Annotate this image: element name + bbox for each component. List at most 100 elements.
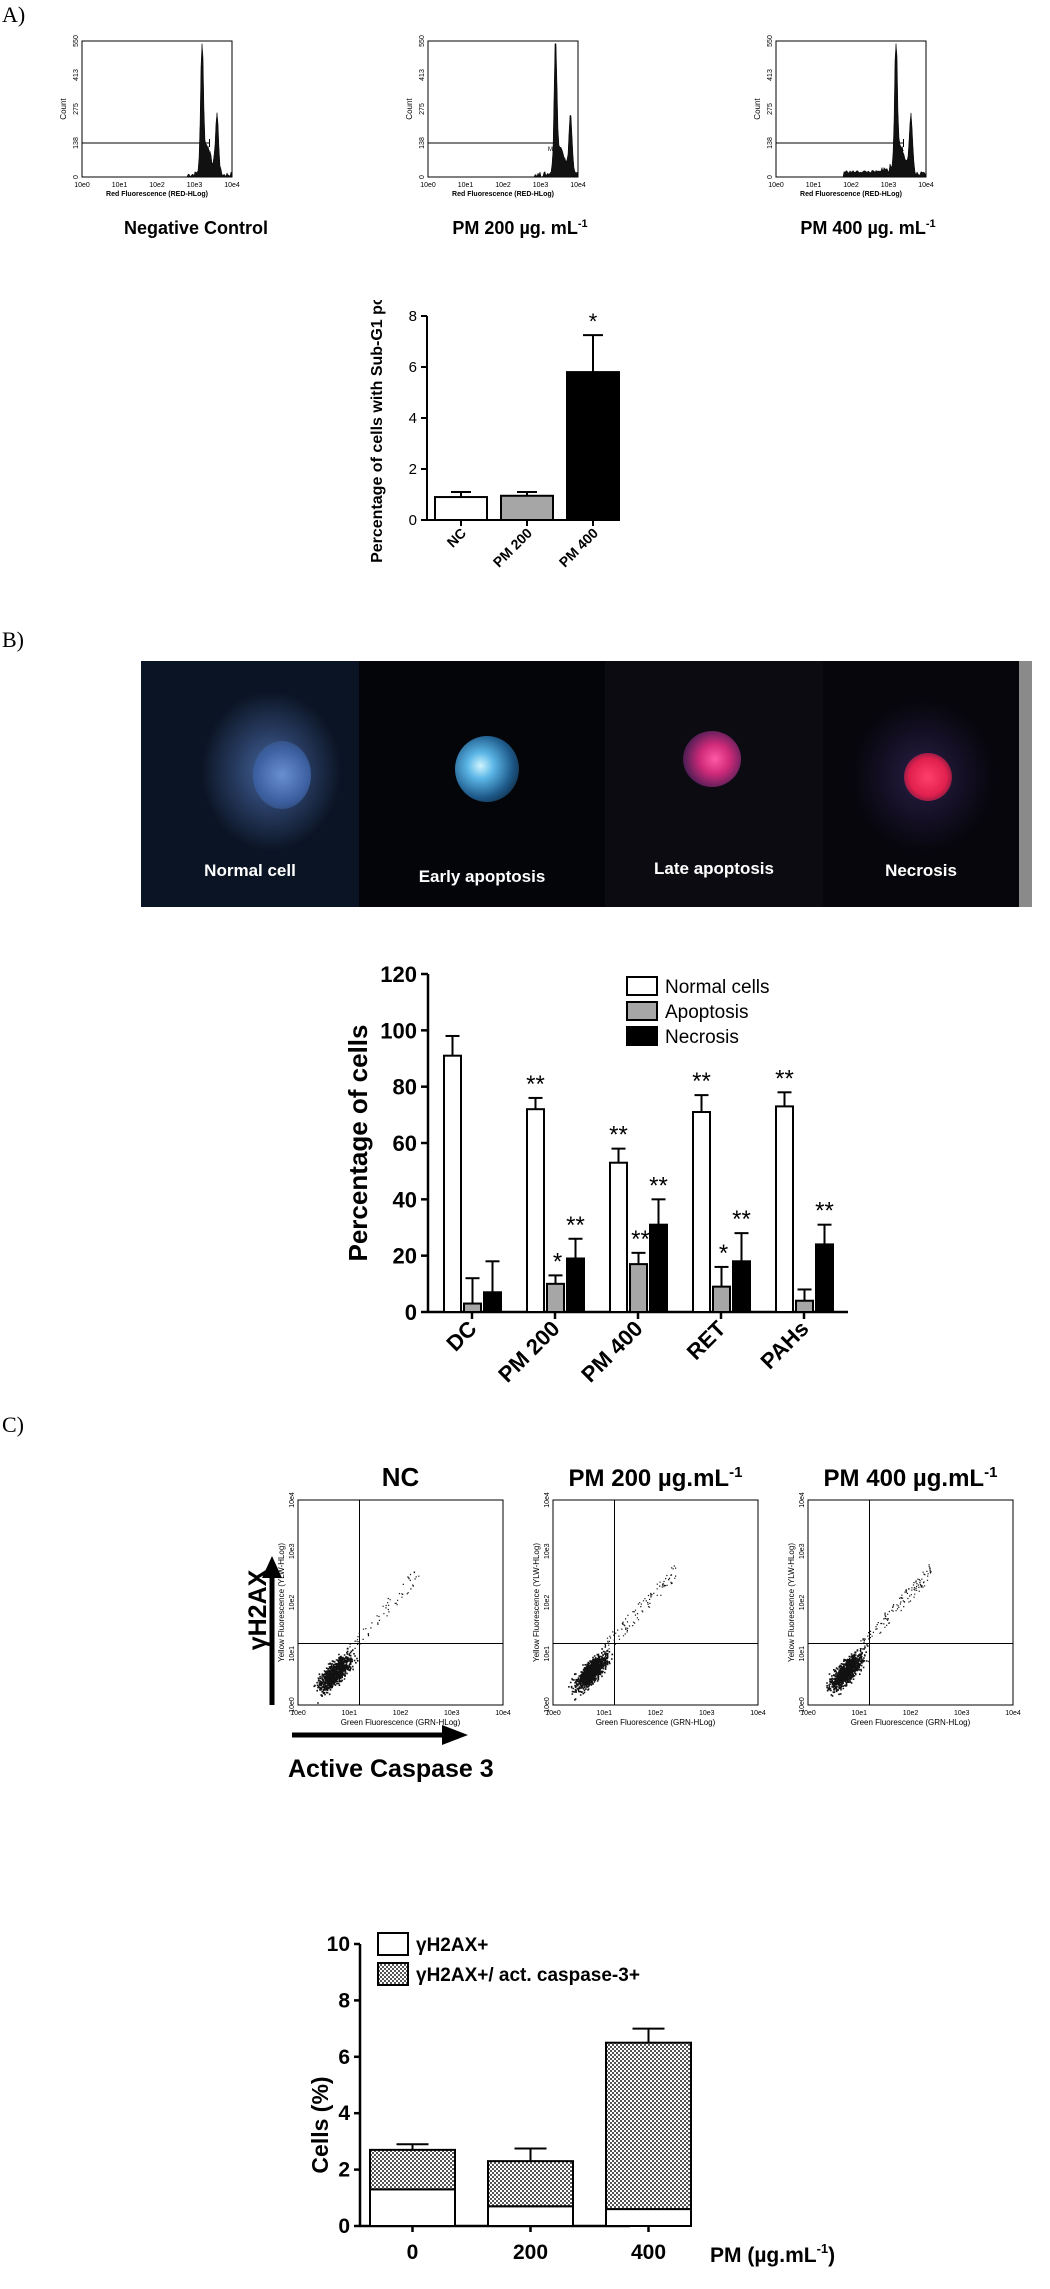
histogram-caption-pm200: PM 200 µg. mL-1: [405, 218, 635, 239]
x-arrow-label: Active Caspase 3: [288, 1755, 494, 1783]
x-tick-label: DC: [441, 1316, 481, 1356]
scatter-x-tick: 10e1: [851, 1710, 867, 1717]
bar-necrosis: [815, 1243, 834, 1313]
histogram-x-tick: 10e3: [881, 182, 897, 189]
cell-label-late-apoptosis: Late apoptosis: [654, 859, 774, 878]
scatter-y-tick: 10e2: [799, 1595, 806, 1611]
panel-label-a: A): [2, 2, 26, 27]
bar-normal-cells: [692, 1111, 711, 1313]
bar-apoptosis: [795, 1299, 814, 1314]
scatter-y-tick: 10e1: [544, 1646, 551, 1662]
y-tick-label: 100: [380, 1018, 417, 1043]
y-tick-label: 6: [338, 2046, 350, 2069]
bar-normal-cells: [443, 1054, 462, 1314]
histogram-ylabel: Count: [405, 98, 414, 120]
scatter-y-tick: 10e1: [799, 1646, 806, 1662]
scatter-x-tick: 10e3: [954, 1710, 970, 1717]
significance-mark: *: [553, 1248, 562, 1275]
scatter-y-tick: 10e2: [544, 1595, 551, 1611]
histogram-x-tick: 10e4: [918, 182, 934, 189]
scatter-x-tick: 10e3: [444, 1710, 460, 1717]
bar-nc: [434, 496, 488, 522]
histogram-caption-pm400: PM 400 µg. mL-1: [753, 218, 983, 239]
histogram-x-tick: 10e2: [843, 182, 859, 189]
x-tick-label: PM 200: [493, 1316, 564, 1385]
scatter-x-tick: 10e4: [1005, 1710, 1021, 1717]
marker-label: M1: [548, 147, 557, 153]
y-tick-label: 4: [409, 410, 417, 427]
bar-apoptosis: [712, 1285, 731, 1313]
scatter-events: [568, 1565, 677, 1701]
x-tick-label: 400: [631, 2241, 666, 2264]
legend-label: γH2AX+: [416, 1935, 488, 1956]
histogram-x-tick: 10e1: [112, 182, 128, 189]
histogram-x-tick: 10e0: [420, 182, 436, 189]
histogram-ylabel: Count: [59, 98, 68, 120]
significance-mark: **: [609, 1122, 628, 1149]
x-tick-label: 200: [513, 2241, 548, 2264]
histogram-y-tick: 550: [419, 35, 426, 47]
scatter-title-sup: -1: [729, 1464, 742, 1481]
significance-mark: **: [631, 1226, 650, 1253]
histogram-y-tick: 138: [73, 137, 80, 149]
y-axis-label: Percentage of cells: [345, 1025, 373, 1262]
bar-normal-cells: [775, 1105, 794, 1313]
histogram-2: 0 138 275 413 550 Count 10e0 10e1 10e2 10e3 10e4 Re…: [753, 35, 934, 198]
scatter-plots: NC10e010e010e110e110e210e210e310e310e410…: [244, 1462, 1021, 1783]
y-tick-label: 20: [393, 1244, 417, 1269]
y-tick-label: 8: [409, 308, 417, 325]
y-tick-label: 0: [338, 2215, 350, 2238]
y-tick-label: 0: [405, 1300, 417, 1325]
histogram-y-tick: 413: [73, 69, 80, 81]
scatter-x-tick: 10e2: [648, 1710, 664, 1717]
bar-necrosis: [732, 1260, 751, 1313]
bar-pm-400: [566, 371, 620, 521]
scatter-ylabel: Yellow Fluorescence (YLW-HLog): [787, 1543, 796, 1662]
histogram-y-tick: 0: [767, 175, 774, 179]
bar-necrosis: [566, 1257, 585, 1314]
x-tick-label: 0: [407, 2241, 419, 2264]
x-tick-label: RET: [682, 1315, 731, 1364]
nucleus-necrosis: [904, 753, 952, 801]
histogram-x-tick: 10e2: [495, 182, 511, 189]
significance-mark: *: [719, 1240, 728, 1267]
x-axis-label-sup: -1: [817, 2241, 829, 2256]
legend-label: Normal cells: [665, 977, 770, 998]
scatter-x-tick: 10e1: [596, 1710, 612, 1717]
y-arrow-head: [262, 1556, 282, 1578]
y-tick-label: 0: [409, 512, 417, 529]
scatter-title: PM 400 µg.mL-1: [824, 1464, 998, 1492]
histograms: 0 138 275 413 550 Count 10e0 10e1 10e2 10e3 10e4 Re…: [59, 35, 934, 198]
scatter-x-tick: 10e0: [290, 1710, 306, 1717]
histogram-xlabel: Red Fluorescence (RED-HLog): [106, 191, 208, 198]
scatter-title: NC: [382, 1462, 420, 1492]
caption-text: Negative Control: [123, 218, 269, 238]
significance-mark: **: [566, 1212, 585, 1239]
histogram-trace: [428, 43, 579, 178]
scatter-y-tick: 10e0: [799, 1697, 806, 1713]
bar-apoptosis: [463, 1302, 482, 1313]
caption-sup: -1: [577, 218, 588, 230]
histogram-x-tick: 10e1: [806, 182, 822, 189]
histogram-y-tick: 413: [767, 69, 774, 81]
scatter-title: PM 200 µg.mL-1: [569, 1464, 743, 1492]
significance-mark: **: [526, 1071, 545, 1098]
scatter-y-tick: 10e4: [544, 1492, 551, 1508]
significance-mark: *: [589, 309, 598, 334]
scatter-y-tick: 10e0: [289, 1697, 296, 1713]
panel-label-b: B): [2, 627, 24, 652]
bar-h2ax: [369, 2188, 456, 2227]
legend-swatch: [377, 1932, 409, 1956]
scatter-events: [313, 1571, 420, 1704]
scatter-x-tick: 10e2: [903, 1710, 919, 1717]
y-tick-label: 4: [338, 2102, 350, 2125]
bar-necrosis: [483, 1291, 502, 1313]
significance-mark: **: [815, 1198, 834, 1225]
histogram-x-tick: 10e2: [149, 182, 165, 189]
scatter-x-tick: 10e4: [750, 1710, 766, 1717]
bar-apoptosis: [546, 1282, 565, 1314]
x-axis-label: PM (µg.mL-1): [710, 2241, 835, 2267]
